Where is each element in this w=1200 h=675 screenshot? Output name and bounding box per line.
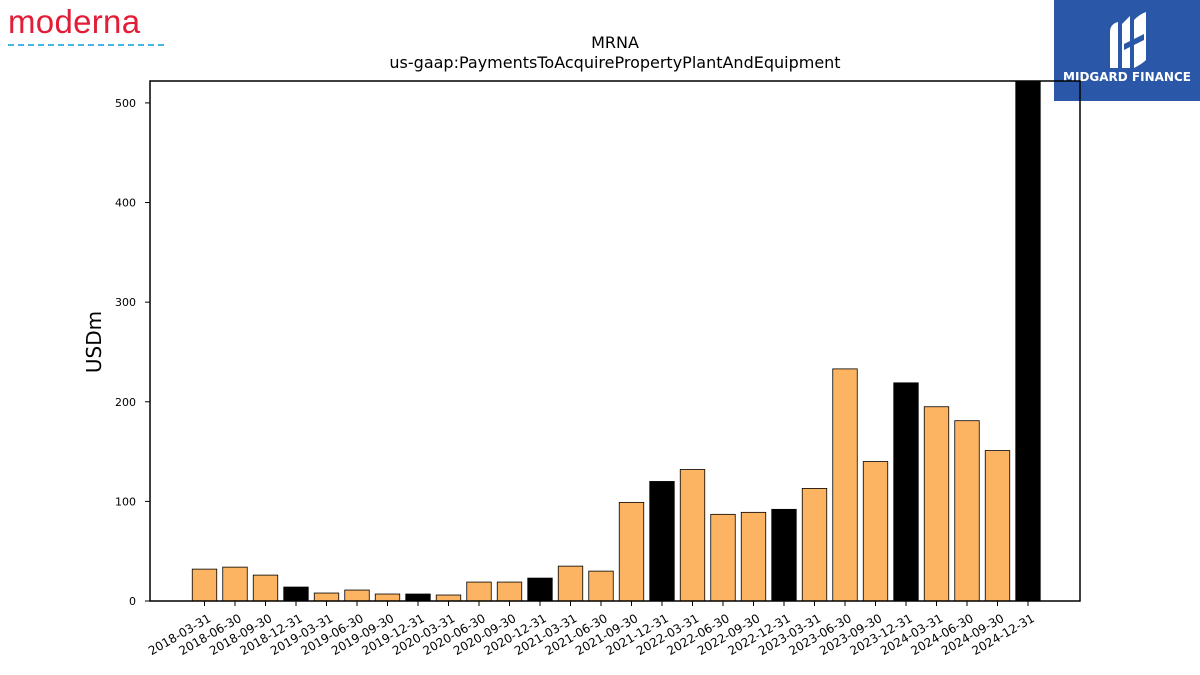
- bar-2019-03-31: [313, 592, 340, 602]
- bar-2022-12-31: [771, 508, 797, 602]
- bar-2020-09-30: [496, 581, 523, 602]
- bar-2020-06-30: [466, 581, 492, 602]
- bar-2018-12-31: [283, 586, 309, 602]
- bar-2020-03-31: [435, 594, 462, 602]
- y-tick-label: 100: [115, 495, 136, 508]
- bar-2023-03-31: [801, 488, 828, 602]
- x-axis: 2018-03-312018-06-302018-09-302018-12-31…: [146, 601, 1037, 658]
- bar-2019-09-30: [374, 593, 401, 602]
- midgard-brand-text: MIDGARD FINANCE: [1063, 70, 1191, 84]
- bar-2023-12-31: [893, 382, 919, 602]
- moderna-logo: moderna: [8, 4, 178, 48]
- y-tick-label: 500: [115, 97, 136, 110]
- bar-2021-12-31: [649, 481, 675, 602]
- moderna-wordmark: moderna: [8, 3, 141, 40]
- plot-frame: [149, 80, 1081, 602]
- bar-2023-09-30: [862, 461, 889, 602]
- bar-2021-06-30: [588, 570, 614, 602]
- y-tick-label: 300: [115, 296, 136, 309]
- bar-2023-06-30: [832, 368, 858, 602]
- bar-2024-09-30: [984, 450, 1011, 602]
- y-tick-label: 0: [129, 595, 136, 608]
- bar-2024-06-30: [954, 420, 980, 602]
- chart-title: MRNA: [591, 33, 639, 52]
- midgard-finance-logo: MIDGARD FINANCE: [1054, 0, 1200, 101]
- bar-2022-03-31: [679, 469, 706, 602]
- bar-2022-09-30: [740, 511, 767, 602]
- chart-subtitle: us-gaap:PaymentsToAcquirePropertyPlantAn…: [389, 53, 841, 72]
- bar-2021-09-30: [618, 501, 645, 602]
- midgard-emblem-icon: [1110, 12, 1146, 68]
- bar-2024-03-31: [923, 406, 950, 602]
- bar-2021-03-31: [557, 565, 584, 602]
- bar-2018-09-30: [252, 574, 279, 602]
- bar-2019-06-30: [344, 589, 370, 602]
- bars-group: [191, 80, 1041, 602]
- logo-underline: [8, 44, 164, 46]
- bar-2018-06-30: [222, 566, 248, 602]
- bar-2022-06-30: [710, 513, 736, 602]
- bar-2024-12-31: [1015, 80, 1041, 602]
- bar-2018-03-31: [191, 568, 218, 602]
- y-tick-label: 200: [115, 396, 136, 409]
- bar-2019-12-31: [405, 593, 431, 602]
- y-tick-label: 400: [115, 197, 136, 210]
- bar-2020-12-31: [527, 577, 553, 602]
- y-axis: 0 100 200 300 400 500: [115, 97, 150, 608]
